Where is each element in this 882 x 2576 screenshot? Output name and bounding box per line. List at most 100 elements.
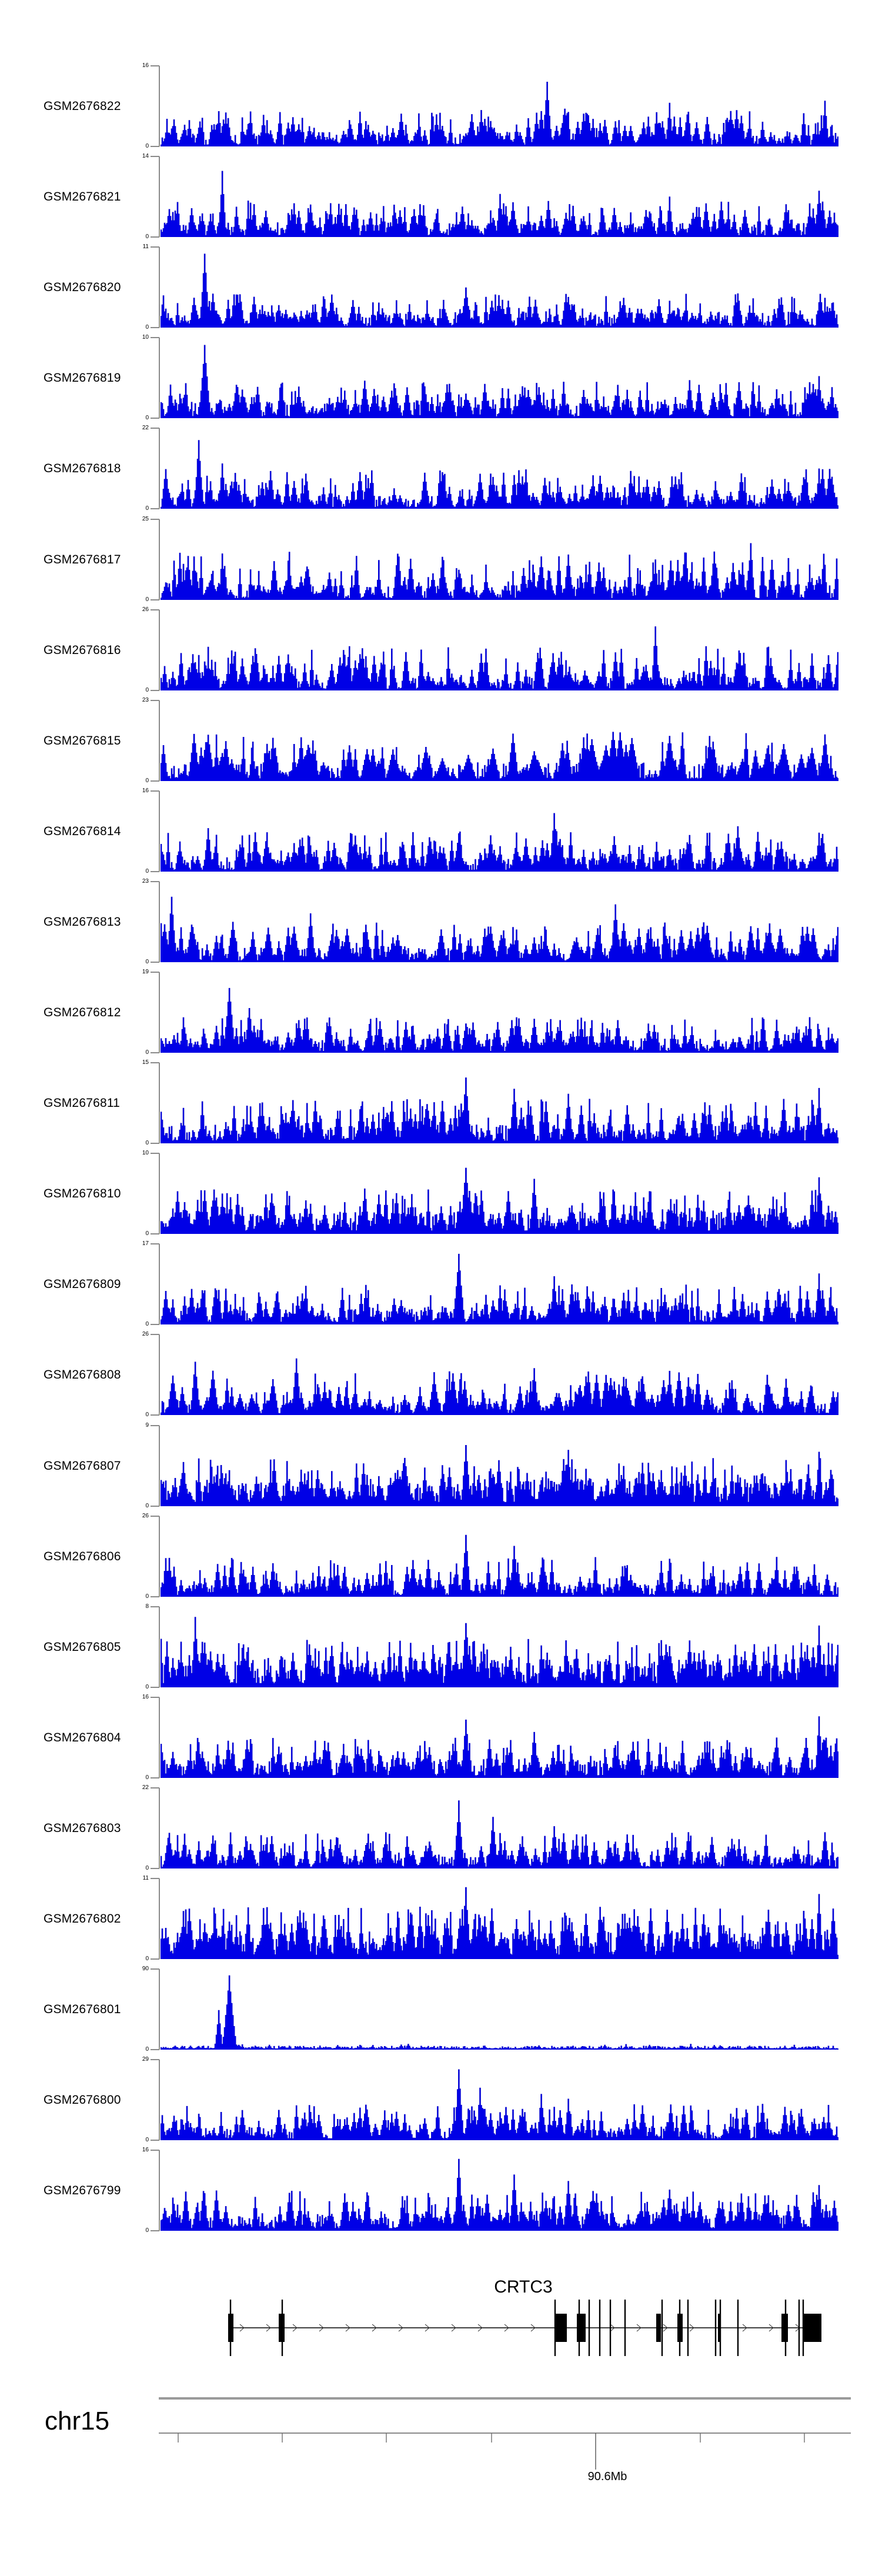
y-axis-spine xyxy=(159,247,160,328)
y-axis-zero-tick xyxy=(151,780,159,782)
y-axis-top-tick xyxy=(151,1153,159,1154)
y-max-label: 14 xyxy=(142,153,149,160)
y-axis-top-tick xyxy=(151,518,159,520)
exon-boundary-line xyxy=(798,2300,800,2356)
strand-arrow-icon xyxy=(292,2324,298,2332)
coverage-polygon xyxy=(161,171,838,238)
cds-exon-box xyxy=(554,2314,567,2342)
y-max-label: 23 xyxy=(142,696,149,703)
y-axis-top-tick xyxy=(151,156,159,158)
gene-name-label: CRTC3 xyxy=(494,2277,553,2297)
y-axis-spine xyxy=(159,1425,160,1506)
sample-label: GSM2676822 xyxy=(44,99,121,113)
coverage-polygon xyxy=(161,1975,838,2050)
exon-boundary-line xyxy=(599,2300,601,2356)
y-axis-zero-tick xyxy=(151,1777,159,1778)
cds-exon-box xyxy=(677,2314,683,2342)
y-zero-label: 0 xyxy=(145,1774,149,1781)
y-zero-label: 0 xyxy=(145,777,149,784)
sample-label: GSM2676802 xyxy=(44,1912,121,1926)
y-axis-top-tick xyxy=(151,1424,159,1426)
strand-arrow-icon xyxy=(636,2324,642,2332)
y-axis-spine xyxy=(159,2060,160,2141)
cds-exon-box xyxy=(577,2314,586,2342)
y-axis-top-tick xyxy=(151,1334,159,1336)
signal-track-row: GSM2676816 26 0 xyxy=(0,603,882,700)
y-axis-spine xyxy=(159,790,160,872)
y-axis-zero-tick xyxy=(151,418,159,419)
y-axis-zero-tick xyxy=(151,2049,159,2051)
sample-label: GSM2676814 xyxy=(44,824,121,838)
y-max-label: 16 xyxy=(142,787,149,794)
strand-arrow-icon xyxy=(477,2324,483,2332)
coverage-signal xyxy=(161,171,838,238)
y-axis-spine xyxy=(159,881,160,962)
y-axis-spine xyxy=(159,972,160,1053)
y-zero-label: 0 xyxy=(145,143,149,149)
signal-track-row: GSM2676817 25 0 xyxy=(0,512,882,610)
y-zero-label: 0 xyxy=(145,1683,149,1690)
y-zero-label: 0 xyxy=(145,1502,149,1509)
signal-track-row: GSM2676803 22 0 xyxy=(0,1781,882,1878)
y-max-label: 11 xyxy=(142,243,149,251)
coverage-polygon xyxy=(161,987,838,1053)
coverage-signal xyxy=(161,1800,838,1868)
y-max-label: 15 xyxy=(142,1059,149,1066)
y-axis-spine xyxy=(159,1153,160,1234)
sample-label: GSM2676805 xyxy=(44,1640,121,1654)
y-axis-top-tick xyxy=(151,790,159,792)
exon-boundary-line xyxy=(661,2300,663,2356)
coverage-signal xyxy=(161,813,838,872)
signal-track-row: GSM2676808 26 0 xyxy=(0,1327,882,1425)
coverage-polygon xyxy=(161,1254,838,1325)
coverage-signal xyxy=(161,1359,838,1416)
signal-track-row: GSM2676821 14 0 xyxy=(0,149,882,247)
y-max-label: 16 xyxy=(142,62,149,69)
y-zero-label: 0 xyxy=(145,1049,149,1056)
y-axis-zero-tick xyxy=(151,2230,159,2232)
y-axis-zero-tick xyxy=(151,1596,159,1597)
sample-label: GSM2676799 xyxy=(44,2184,121,2198)
coverage-polygon xyxy=(161,1167,838,1234)
y-axis-top-tick xyxy=(151,2150,159,2151)
y-max-label: 17 xyxy=(142,1240,149,1247)
exon-boundary-line xyxy=(588,2300,590,2356)
sample-label: GSM2676807 xyxy=(44,1459,121,1473)
coverage-polygon xyxy=(161,1077,838,1144)
y-axis-spine xyxy=(159,1606,160,1687)
strand-arrow-icon xyxy=(769,2324,774,2332)
signal-track-row: GSM2676800 29 0 xyxy=(0,2053,882,2150)
sample-label: GSM2676809 xyxy=(44,1277,121,1292)
y-zero-label: 0 xyxy=(145,1956,149,1962)
y-axis-zero-tick xyxy=(151,508,159,510)
coverage-signal xyxy=(161,1975,838,2050)
y-max-label: 22 xyxy=(142,425,149,432)
y-axis-top-tick xyxy=(151,880,159,882)
y-axis-spine xyxy=(159,66,160,146)
sample-label: GSM2676819 xyxy=(44,371,121,385)
coverage-signal xyxy=(161,440,838,509)
y-zero-label: 0 xyxy=(145,1321,149,1328)
coverage-signal xyxy=(161,1077,838,1144)
coverage-signal xyxy=(161,2159,838,2231)
y-axis-top-tick xyxy=(151,972,159,973)
signal-track-row: GSM2676812 19 0 xyxy=(0,965,882,1063)
sample-label: GSM2676808 xyxy=(44,1368,121,1382)
signal-track-row: GSM2676815 23 0 xyxy=(0,693,882,791)
y-zero-label: 0 xyxy=(145,2046,149,2053)
y-zero-label: 0 xyxy=(145,867,149,875)
signal-track-row: GSM2676813 23 0 xyxy=(0,875,882,972)
sample-label: GSM2676801 xyxy=(44,2003,121,2017)
coverage-signal xyxy=(161,345,838,419)
y-zero-label: 0 xyxy=(145,233,149,241)
coverage-signal xyxy=(161,253,838,328)
coverage-signal xyxy=(161,1534,838,1597)
y-zero-label: 0 xyxy=(145,1140,149,1147)
y-zero-label: 0 xyxy=(145,596,149,603)
y-max-label: 23 xyxy=(142,877,149,885)
sample-label: GSM2676813 xyxy=(44,915,121,929)
sample-label: GSM2676818 xyxy=(44,462,121,476)
coverage-polygon xyxy=(161,896,838,962)
gene-model-diagram xyxy=(228,2300,821,2356)
y-axis-top-tick xyxy=(151,1878,159,1879)
